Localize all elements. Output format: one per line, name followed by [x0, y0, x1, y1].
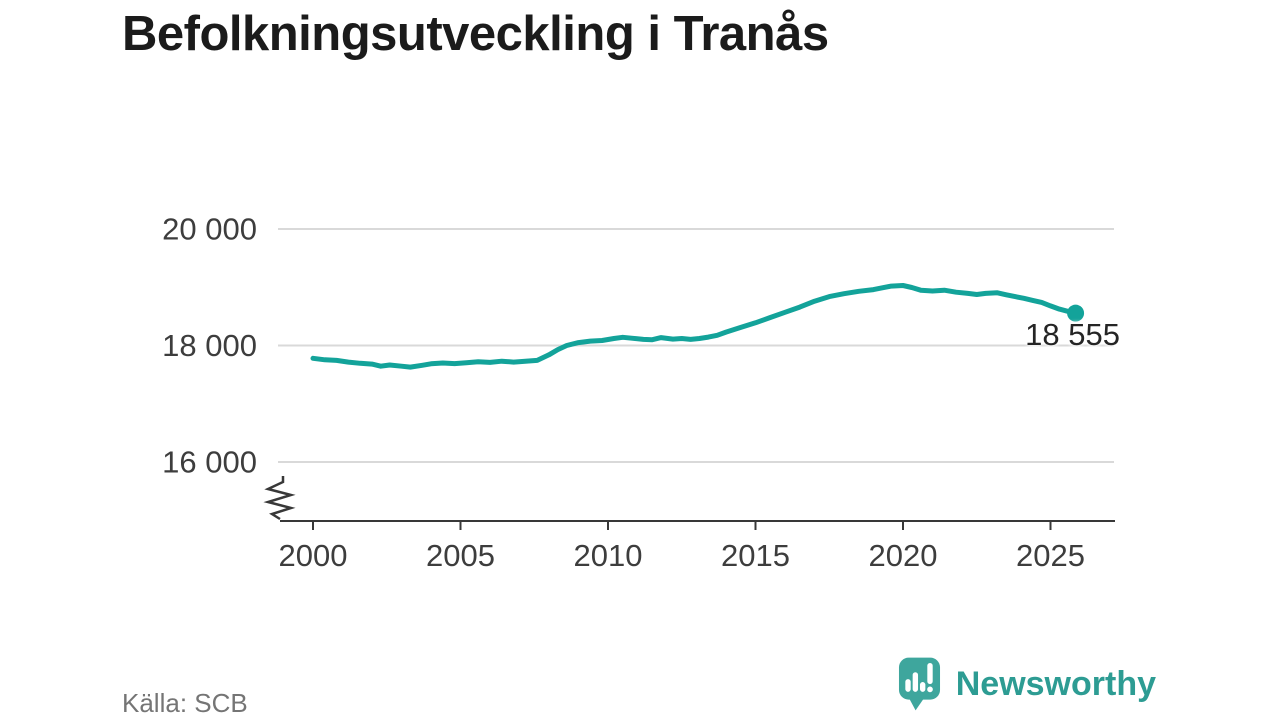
- end-value-label: 18 555: [1025, 317, 1120, 352]
- brand-name: Newsworthy: [955, 664, 1156, 703]
- x-axis-tick-label: 2015: [721, 538, 790, 573]
- newsworthy-logo: Newsworthy: [898, 656, 1156, 712]
- y-axis-tick-label: 20 000: [162, 212, 257, 247]
- series-end-dot: [1067, 304, 1085, 322]
- x-axis-tick-label: 2025: [1016, 538, 1085, 573]
- source-note: Källa: SCB: [122, 688, 248, 718]
- y-axis-tick-label: 18 000: [162, 328, 257, 363]
- x-axis-tick-label: 2000: [279, 538, 348, 573]
- x-axis-tick-label: 2010: [574, 538, 643, 573]
- x-axis-tick-label: 2005: [426, 538, 495, 573]
- page-title: Befolkningsutveckling i Tranås: [122, 7, 829, 61]
- y-axis-tick-label: 16 000: [162, 445, 257, 480]
- x-axis-tick-label: 2020: [869, 538, 938, 573]
- population-series-line: [310, 283, 1079, 370]
- newsworthy-speech-bubble-bar-chart-icon: [898, 657, 940, 711]
- y-axis-break-icon: [263, 476, 296, 521]
